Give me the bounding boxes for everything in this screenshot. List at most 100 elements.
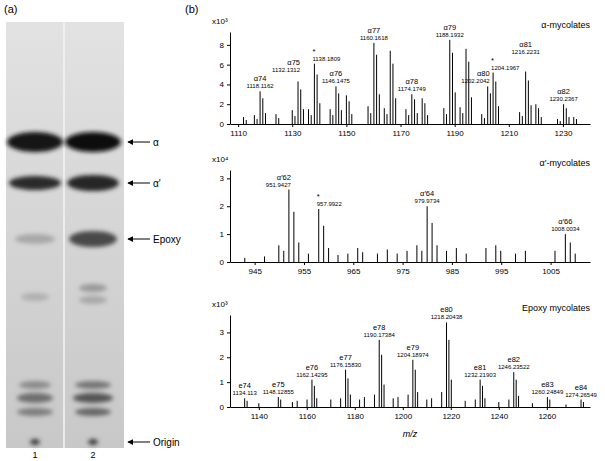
x-tick: 1170 — [392, 124, 410, 138]
spectrum-panel: 94595596597598599510050123x10⁴α′-mycolat… — [212, 155, 591, 276]
panel-title: α-mycolates — [541, 20, 590, 30]
peak — [573, 117, 574, 124]
peak — [541, 117, 542, 124]
peak — [377, 254, 378, 262]
peak-annotation: *1138.1809 — [312, 47, 341, 62]
peak — [362, 252, 363, 262]
peak-name: e81 — [474, 363, 487, 372]
peak — [431, 398, 432, 407]
peak — [568, 117, 569, 124]
peak — [293, 212, 294, 262]
peak — [318, 209, 319, 262]
x-tick-mark — [499, 407, 500, 410]
band-arrow — [128, 239, 150, 240]
x-tick-mark — [563, 124, 564, 127]
band-label: Epoxy — [153, 234, 181, 245]
peak — [427, 206, 428, 262]
peak-annotation: α801202.2042 — [461, 69, 490, 84]
x-tick: 995 — [495, 262, 509, 276]
peak — [340, 398, 341, 407]
x-tick: 1110 — [230, 124, 247, 138]
x-tick-mark — [547, 407, 548, 410]
peak-annotation: α781174.1749 — [398, 77, 427, 92]
y-tick-label: 4 — [220, 80, 225, 89]
peak — [532, 403, 533, 407]
peak-name: * — [491, 56, 494, 65]
y-tick: 8 — [220, 41, 230, 50]
x-tick-label: 945 — [248, 267, 262, 276]
lane-label: 1 — [32, 450, 37, 460]
x-tick: 1130 — [284, 124, 302, 138]
peak — [328, 248, 329, 262]
x-tick: 1200 — [394, 407, 412, 421]
y-tick: 4 — [220, 80, 230, 89]
x-tick-mark — [403, 262, 404, 265]
peak — [408, 115, 409, 124]
x-tick-mark — [455, 124, 456, 127]
y-tick-label: 8 — [220, 41, 225, 50]
peak — [466, 254, 467, 262]
y-multiplier-label: x10³ — [212, 17, 228, 26]
y-tick-label: 2 — [220, 353, 225, 362]
peak — [466, 49, 467, 124]
peak — [583, 402, 584, 407]
x-tick-label: 1130 — [284, 129, 302, 138]
tlc-spots — [7, 132, 121, 445]
x-tick: 1220 — [442, 407, 460, 421]
x-tick: 975 — [396, 262, 410, 276]
peak — [244, 398, 245, 407]
y-tick-label: 0 — [220, 258, 225, 267]
y-tick-label: 2 — [220, 100, 225, 109]
tlc-band — [15, 234, 55, 244]
peak — [390, 51, 391, 124]
peak — [487, 86, 488, 124]
peak — [319, 103, 320, 124]
peak — [407, 251, 408, 262]
peak — [446, 322, 447, 407]
peak-name: α′66 — [558, 217, 572, 226]
y-multiplier-label: x10³ — [212, 300, 228, 309]
peak — [298, 81, 299, 124]
y-tick: 0 — [220, 258, 230, 267]
peak-name: e77 — [339, 353, 352, 362]
x-tick-label: 1150 — [338, 129, 356, 138]
peak — [316, 398, 317, 407]
peak-name: α80 — [477, 69, 490, 78]
peak — [518, 396, 519, 407]
y-tick: 0 — [220, 403, 230, 412]
peak-mz: 1216.2231 — [511, 49, 540, 55]
x-tick-mark — [551, 262, 552, 265]
x-tick: 985 — [446, 262, 460, 276]
x-tick-mark — [307, 407, 308, 410]
peak-name: α75 — [287, 58, 300, 67]
y-tick-mark — [227, 382, 230, 383]
peak — [298, 242, 299, 262]
tlc-minor-spot — [79, 296, 107, 304]
peak — [368, 106, 369, 124]
peak-annotation: e821246.23522 — [498, 355, 530, 370]
peak-annotation: α′62951.9427 — [266, 173, 292, 188]
peak — [258, 403, 259, 407]
tlc-band — [9, 176, 61, 190]
peak — [405, 109, 406, 124]
peak-mz: 1204.18974 — [397, 352, 429, 358]
x-tick-label: 955 — [298, 267, 312, 276]
tlc-minor-spot — [73, 393, 113, 403]
x-axis-line — [231, 407, 591, 408]
peak — [516, 380, 517, 407]
x-tick: 1150 — [338, 124, 356, 138]
peak — [417, 392, 418, 407]
peak-mz: 1246.23522 — [498, 364, 530, 370]
peak — [460, 107, 461, 124]
peak — [415, 370, 416, 407]
peak-mz: 1148.12855 — [263, 389, 295, 395]
peak — [408, 395, 409, 407]
y-tick-label: 2 — [220, 202, 225, 211]
peak — [508, 400, 509, 407]
peak — [346, 95, 347, 124]
peak — [493, 73, 494, 124]
peak — [547, 397, 548, 407]
peak-name: α74 — [254, 74, 267, 83]
panel-label: (a) — [4, 3, 17, 15]
peak — [441, 392, 442, 407]
